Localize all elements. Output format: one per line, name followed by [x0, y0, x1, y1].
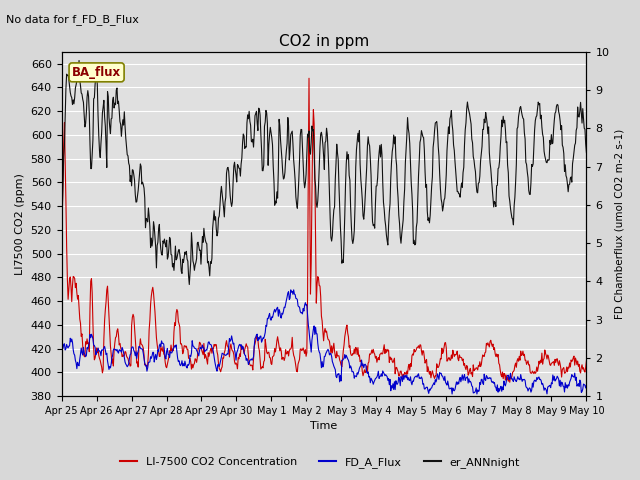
Text: BA_flux: BA_flux: [72, 66, 121, 79]
Y-axis label: LI7500 CO2 (ppm): LI7500 CO2 (ppm): [15, 173, 25, 275]
X-axis label: Time: Time: [310, 421, 337, 432]
Title: CO2 in ppm: CO2 in ppm: [279, 34, 369, 49]
Legend: LI-7500 CO2 Concentration, FD_A_Flux, er_ANNnight: LI-7500 CO2 Concentration, FD_A_Flux, er…: [116, 452, 524, 472]
Y-axis label: FD Chamberflux (umol CO2 m-2 s-1): FD Chamberflux (umol CO2 m-2 s-1): [615, 129, 625, 319]
Text: No data for f_FD_B_Flux: No data for f_FD_B_Flux: [6, 14, 140, 25]
